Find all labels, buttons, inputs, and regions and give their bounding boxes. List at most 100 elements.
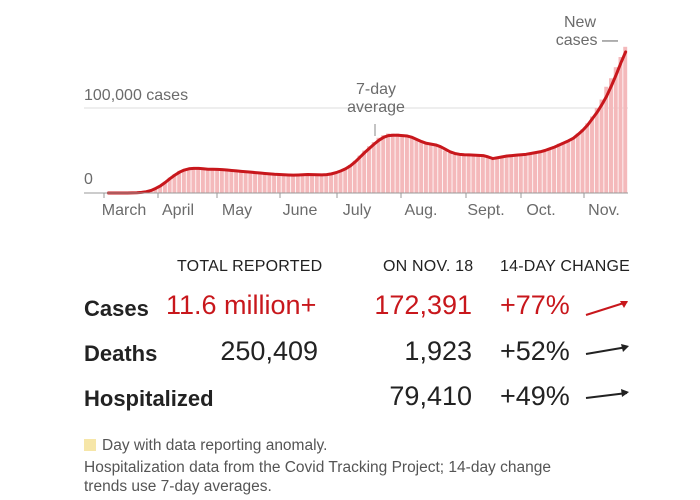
daily-case-bar [153, 187, 158, 193]
daily-case-bar [224, 170, 229, 193]
daily-case-bar [219, 169, 224, 194]
daily-case-bar [267, 173, 272, 194]
daily-case-bar [305, 174, 310, 193]
anomaly-legend-text: Day with data reporting anomaly. [102, 437, 328, 454]
daily-case-bar [286, 175, 291, 193]
hospitalized-on-date: 79,410 [389, 381, 472, 411]
daily-case-bar [352, 160, 357, 193]
daily-case-bar [466, 155, 471, 193]
deaths-change: +52% [500, 336, 570, 366]
daily-case-bar [457, 155, 462, 193]
daily-case-bar [566, 140, 571, 193]
cases-trend-arrow-icon [585, 301, 628, 316]
daily-case-bar [333, 172, 338, 193]
x-tick-label: Aug. [404, 202, 438, 219]
daily-case-bar [238, 171, 243, 193]
daily-case-bar [319, 175, 324, 193]
daily-case-bar [594, 108, 599, 193]
daily-case-bar [433, 145, 438, 193]
daily-case-bar [604, 86, 609, 193]
daily-case-bar [300, 174, 305, 193]
new-cases-annotation: New cases — [546, 14, 618, 50]
daily-case-bar [618, 57, 623, 193]
daily-case-bar [348, 164, 352, 193]
row-label-hospitalized: Hospitalized [84, 386, 214, 411]
daily-case-bar [324, 174, 329, 193]
header-total-reported: TOTAL REPORTED [177, 258, 323, 275]
daily-case-bar [542, 149, 547, 193]
y-label-0: 0 [84, 171, 93, 188]
daily-case-bar [200, 168, 205, 193]
daily-case-bar [329, 173, 333, 194]
x-tick-label: Sept. [467, 202, 505, 219]
x-tick-label: April [161, 202, 195, 219]
daily-case-bar [310, 174, 314, 193]
daily-case-bar [362, 150, 367, 193]
daily-case-bar [371, 142, 376, 193]
daily-case-bar [409, 136, 414, 193]
cases-chart [84, 46, 628, 198]
daily-case-bar [338, 170, 343, 193]
x-tick-label: Oct. [526, 202, 556, 219]
daily-case-bar [181, 169, 186, 193]
daily-case-bar [561, 142, 566, 193]
seven-day-annotation: 7-day average [340, 81, 412, 117]
daily-case-bar [400, 134, 405, 193]
cases-total: 11.6 million+ [166, 290, 317, 320]
daily-case-bar [229, 170, 234, 193]
daily-case-bar [452, 154, 457, 193]
daily-case-bar [480, 156, 485, 193]
daily-case-bar [215, 169, 220, 193]
daily-case-bar [485, 158, 490, 193]
daily-case-bar [518, 154, 523, 193]
x-tick-label: May [221, 202, 253, 219]
y-label-100k: 100,000 cases [84, 87, 189, 104]
daily-case-bar [552, 146, 557, 193]
daily-case-bar [423, 143, 428, 193]
hospitalized-trend-arrow-icon [585, 389, 629, 399]
daily-case-bar [205, 169, 210, 193]
new-cases-annotation-line1: New [563, 14, 596, 31]
daily-case-bar [276, 174, 281, 193]
source-note: Hospitalization data from the Covid Trac… [84, 458, 551, 496]
daily-case-bar [575, 133, 580, 193]
row-label-cases: Cases [84, 296, 149, 321]
daily-case-bar [414, 139, 419, 193]
daily-case-bar [476, 156, 481, 193]
daily-case-bar [172, 174, 177, 193]
seven-day-annotation-line1: 7-day [355, 81, 397, 98]
source-note-line2: trends use 7-day averages. [84, 478, 272, 495]
daily-case-bar [367, 146, 371, 193]
daily-case-bar [495, 157, 500, 193]
daily-case-bar [533, 152, 538, 193]
daily-case-bar [509, 155, 514, 193]
deaths-total: 250,409 [220, 336, 318, 366]
daily-case-bar [262, 173, 267, 193]
daily-case-bar [395, 133, 400, 193]
daily-case-bar [490, 159, 495, 193]
daily-case-bar [504, 155, 509, 193]
deaths-on-date: 1,923 [404, 336, 472, 366]
daily-case-bar [381, 135, 386, 193]
cases-on-date: 172,391 [374, 290, 472, 320]
header-14-day-change: 14-DAY CHANGE [500, 258, 631, 275]
daily-case-bar [167, 177, 172, 193]
daily-case-bar [177, 170, 182, 193]
daily-case-bar [585, 123, 590, 193]
x-tick-label: June [282, 202, 318, 219]
x-tick-label: July [342, 202, 372, 219]
x-tick-label: Nov. [588, 202, 620, 219]
daily-case-bar [571, 137, 575, 193]
daily-case-bar [158, 185, 163, 193]
daily-case-bar [471, 155, 476, 193]
daily-case-bar [419, 142, 424, 193]
daily-case-bar [447, 153, 452, 193]
daily-case-bar [385, 133, 390, 193]
daily-case-bar [514, 154, 519, 193]
anomaly-swatch [84, 439, 96, 451]
daily-case-bar [547, 147, 552, 193]
daily-case-bar [523, 153, 528, 193]
daily-case-bar [390, 133, 395, 193]
daily-case-bar [623, 46, 628, 193]
x-tick-label: March [101, 202, 147, 219]
